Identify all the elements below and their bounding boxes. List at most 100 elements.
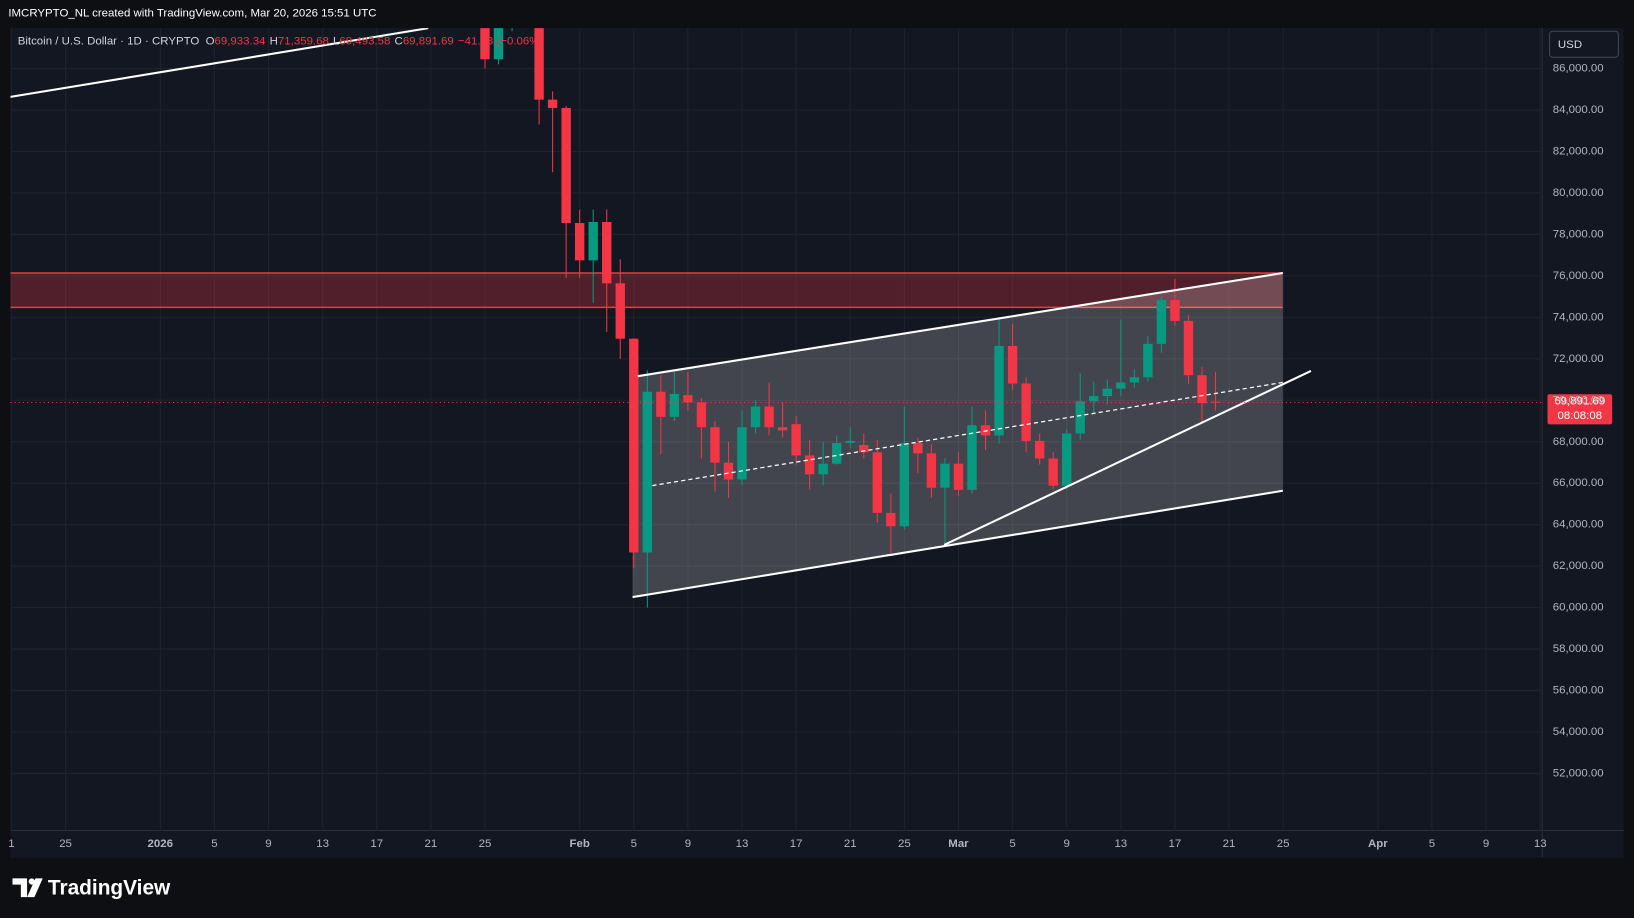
y-tick-label: 54,000.00 xyxy=(1553,726,1604,738)
candle-body xyxy=(845,440,855,443)
candle-body xyxy=(926,453,937,488)
candle-body xyxy=(886,512,896,527)
x-tick-label: 5 xyxy=(1009,838,1015,850)
candle-body xyxy=(859,445,869,453)
price-scale xyxy=(1542,28,1624,831)
candle-body xyxy=(1183,320,1194,376)
x-tick-label: 21 xyxy=(844,838,857,850)
grid xyxy=(10,28,1543,831)
candle-body xyxy=(1102,388,1112,397)
candle-body xyxy=(574,223,585,261)
currency-button[interactable] xyxy=(1549,30,1619,58)
x-tick-label: 1 xyxy=(8,838,14,850)
time-scale xyxy=(10,830,1624,858)
candle-body xyxy=(1129,377,1140,383)
last-price-box xyxy=(1547,394,1613,425)
x-tick-label: 9 xyxy=(1064,838,1070,850)
candle-body xyxy=(696,402,707,428)
candle-body xyxy=(1048,458,1058,486)
drawings-top xyxy=(632,271,1312,599)
currency[interactable]: USD xyxy=(1558,39,1582,51)
candle-body xyxy=(710,427,720,463)
x-tick-label: Apr xyxy=(1368,838,1388,850)
brand: TradingView xyxy=(48,876,171,899)
x-tick-label: 5 xyxy=(631,838,637,850)
y-tick-label: 76,000.00 xyxy=(1553,270,1604,282)
channel-upper xyxy=(637,271,1283,378)
y-tick-label: 70,000.00 xyxy=(1553,394,1604,406)
candle-body xyxy=(1156,300,1167,344)
brand-logo xyxy=(12,878,43,898)
y-tick-label: 66,000.00 xyxy=(1553,477,1604,489)
candle-body xyxy=(953,463,964,490)
legend-value: 71,359.68 xyxy=(278,36,329,48)
candles xyxy=(480,28,1221,608)
candle-body xyxy=(493,28,504,60)
support-line xyxy=(943,370,1312,546)
candle-body xyxy=(1170,300,1180,321)
x-tick-label: 9 xyxy=(685,838,691,850)
y-tick-label: 68,000.00 xyxy=(1553,436,1604,448)
x-tick-label: 5 xyxy=(1429,838,1435,850)
x-tick-label: 5 xyxy=(211,838,217,850)
legend-symbol: Bitcoin / U.S. Dollar · 1D · CRYPTO xyxy=(18,36,200,48)
x-tick-label: 13 xyxy=(1534,838,1547,850)
candle-body xyxy=(1062,433,1072,486)
candle-body xyxy=(777,427,788,431)
x-tick-label: 13 xyxy=(1114,838,1127,850)
candle-body xyxy=(1075,401,1085,434)
x-tick-label: 17 xyxy=(370,838,383,850)
countdown: 08:08:08 xyxy=(1558,410,1603,422)
x-tick-label: 25 xyxy=(479,838,492,850)
candle-body xyxy=(832,442,842,464)
last-price-label: 69,891.69 xyxy=(1554,396,1605,408)
y-tick-label: 52,000.00 xyxy=(1553,767,1604,779)
legend: Bitcoin / U.S. Dollar · 1D · CRYPTO O69,9… xyxy=(18,36,544,48)
y-tick-label: 84,000.00 xyxy=(1553,104,1604,116)
candle-body xyxy=(1034,440,1045,459)
resistance-zone xyxy=(10,273,1283,308)
x-tick-label: 13 xyxy=(736,838,749,850)
legend-value: 69,891.69 xyxy=(403,36,454,48)
header: IMCRYPTO_NL created with TradingView.com… xyxy=(8,8,376,20)
trend-line xyxy=(10,28,429,98)
y-tick-label: 58,000.00 xyxy=(1553,643,1604,655)
candle-body xyxy=(940,463,950,488)
x-tick-label: 25 xyxy=(59,838,72,850)
candle-body xyxy=(629,338,639,553)
legend-key: H xyxy=(270,36,278,48)
x-tick-label: 2026 xyxy=(148,838,173,850)
legend-key: O xyxy=(206,36,215,48)
candle-body xyxy=(1143,343,1153,378)
candle-body xyxy=(1007,345,1018,384)
candle-body xyxy=(764,406,774,428)
candle-body xyxy=(737,427,747,480)
x-tick-label: 17 xyxy=(790,838,803,850)
legend-value: 69,933.34 xyxy=(215,36,267,48)
candle-body xyxy=(1116,382,1126,389)
x-tick-label: 25 xyxy=(898,838,911,850)
candle-body xyxy=(750,406,761,428)
candle-body xyxy=(994,345,1004,436)
candle-body xyxy=(1197,375,1207,404)
candle-body xyxy=(899,442,910,527)
candle-body xyxy=(791,424,801,456)
x-tick-label: 17 xyxy=(1169,838,1182,850)
candle-body xyxy=(480,28,490,60)
x-tick-label: 9 xyxy=(265,838,271,850)
logo-mark xyxy=(12,878,28,898)
legend-change: −41.08 (−0.06%) xyxy=(458,36,544,48)
legend-key: L xyxy=(333,36,339,48)
candle-body xyxy=(534,28,544,100)
logo-mark xyxy=(28,878,35,885)
x-tick-label: 13 xyxy=(316,838,329,850)
candle-body xyxy=(561,107,571,224)
candle-body xyxy=(872,452,882,513)
candle-body xyxy=(656,391,666,417)
y-tick-label: 82,000.00 xyxy=(1553,146,1604,158)
candle-body xyxy=(669,394,680,417)
candle-body xyxy=(818,463,828,475)
candle-body xyxy=(967,425,977,490)
candle-body xyxy=(642,391,653,553)
